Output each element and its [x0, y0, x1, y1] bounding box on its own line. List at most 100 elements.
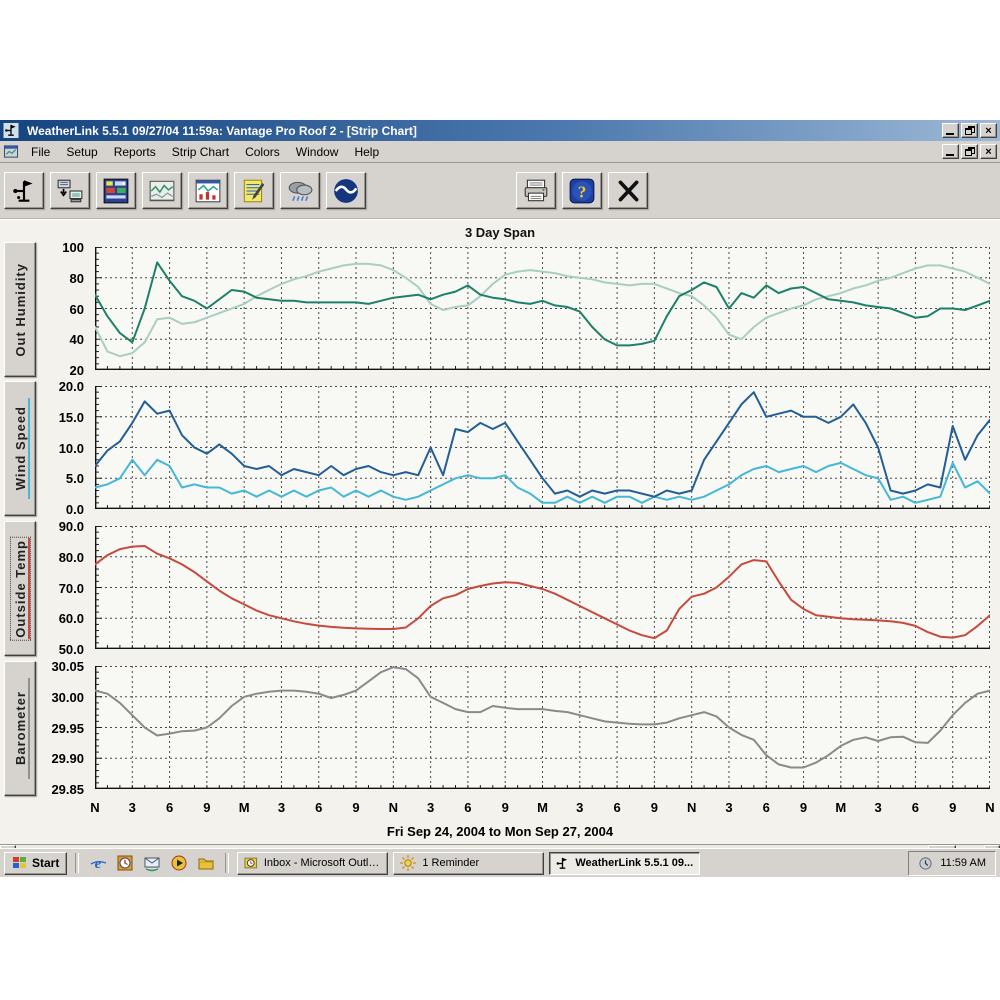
- tray-clock-icon[interactable]: [918, 856, 933, 871]
- help-button[interactable]: ?: [562, 172, 602, 209]
- x-tick-label: N: [90, 800, 99, 815]
- y-tick-label: 100: [36, 240, 84, 255]
- mdi-child-icon[interactable]: [3, 144, 20, 159]
- report-button[interactable]: [234, 172, 274, 209]
- menu-help[interactable]: Help: [346, 143, 387, 161]
- schedule-launcher[interactable]: [114, 852, 136, 874]
- y-tick-label: 15.0: [36, 410, 84, 425]
- start-label: Start: [32, 856, 59, 870]
- window-title: WeatherLink 5.5.1 09/27/04 11:59a: Vanta…: [27, 124, 938, 138]
- folder-icon: [197, 854, 215, 872]
- axis-button-outside-temp[interactable]: Outside Temp: [4, 521, 36, 656]
- y-tick-label: 29.95: [36, 721, 84, 736]
- y-tick-label: 0.0: [36, 502, 84, 517]
- y-tick-label: 29.90: [36, 751, 84, 766]
- minimize-button[interactable]: [942, 123, 959, 138]
- task-label: WeatherLink 5.5.1 09...: [575, 857, 693, 869]
- plot-icon: [194, 177, 222, 205]
- x-tick-label: M: [537, 800, 548, 815]
- mdi-close-button[interactable]: ×: [980, 144, 997, 159]
- print-button[interactable]: [516, 172, 556, 209]
- start-button[interactable]: Start: [4, 852, 67, 875]
- noaa-icon: [332, 177, 360, 205]
- y-tick-label: 60: [36, 302, 84, 317]
- plot-barometer[interactable]: [95, 666, 990, 789]
- taskbar-clock[interactable]: 11:59 AM: [940, 857, 986, 869]
- report-icon: [240, 177, 268, 205]
- folder-launcher[interactable]: [195, 852, 217, 874]
- plot-outside-temp[interactable]: [95, 526, 990, 649]
- x-tick-label: 3: [576, 800, 583, 815]
- noaa-button[interactable]: [326, 172, 366, 209]
- strip-chart-icon: [148, 177, 176, 205]
- x-tick-label: 9: [800, 800, 807, 815]
- y-axis-barometer: 30.0530.0029.9529.9029.85: [36, 666, 90, 789]
- y-tick-label: 70.0: [36, 581, 84, 596]
- x-tick-label: M: [239, 800, 250, 815]
- x-tick-label: 6: [464, 800, 471, 815]
- help-icon: ?: [568, 177, 596, 205]
- axis-underline: [28, 678, 30, 779]
- axis-button-out-humidity[interactable]: Out Humidity: [4, 242, 36, 377]
- task-reminder[interactable]: 1 Reminder: [393, 852, 544, 875]
- menu-reports[interactable]: Reports: [106, 143, 164, 161]
- internet-explorer-icon: e: [89, 854, 107, 872]
- axis-underline: [28, 398, 30, 499]
- menu-file[interactable]: File: [23, 143, 58, 161]
- weather-station-button[interactable]: [4, 172, 44, 209]
- bulletin-button[interactable]: [96, 172, 136, 209]
- menu-setup[interactable]: Setup: [58, 143, 105, 161]
- plot-button[interactable]: [188, 172, 228, 209]
- x-tick-label: 6: [763, 800, 770, 815]
- x-tick-label: 6: [166, 800, 173, 815]
- axis-button-barometer[interactable]: Barometer: [4, 661, 36, 796]
- mdi-minimize-button[interactable]: [942, 144, 959, 159]
- plot-out-humidity[interactable]: [95, 247, 990, 370]
- strip-chart-area: 3 Day Span Out Humidity 10080604020 Wind…: [0, 219, 1000, 844]
- axis-label: Barometer: [13, 691, 28, 765]
- x-tick-label: 3: [129, 800, 136, 815]
- close-x-icon: [614, 177, 642, 205]
- axis-button-wind-speed[interactable]: Wind Speed: [4, 381, 36, 516]
- download-icon: [56, 177, 84, 205]
- close-button[interactable]: ×: [980, 123, 997, 138]
- x-tick-label: 6: [912, 800, 919, 815]
- weather-cloud-button[interactable]: [280, 172, 320, 209]
- menu-strip-chart[interactable]: Strip Chart: [164, 143, 237, 161]
- panel-wind-speed: Wind Speed 20.015.010.05.00.0: [0, 386, 1000, 509]
- panel-out-humidity: Out Humidity 10080604020: [0, 247, 1000, 370]
- weatherlink-window: WeatherLink 5.5.1 09/27/04 11:59a: Vanta…: [0, 120, 1000, 849]
- weather-cloud-icon: [286, 177, 314, 205]
- media-player-launcher[interactable]: [168, 852, 190, 874]
- strip-chart-button[interactable]: [142, 172, 182, 209]
- download-button[interactable]: [50, 172, 90, 209]
- internet-explorer-launcher[interactable]: e: [87, 852, 109, 874]
- y-tick-label: 29.85: [36, 782, 84, 797]
- close-chart-button[interactable]: [608, 172, 648, 209]
- close-icon: ×: [985, 125, 991, 137]
- minimize-icon: [946, 133, 954, 135]
- taskbar-separator: [225, 853, 229, 873]
- taskbar: Start e Inbox - Microsoft Outlook 1 Remi…: [0, 848, 1000, 877]
- mdi-restore-button[interactable]: [961, 144, 978, 159]
- svg-text:e: e: [95, 856, 102, 872]
- x-tick-label: 9: [502, 800, 509, 815]
- task-weatherlink[interactable]: WeatherLink 5.5.1 09...: [549, 852, 700, 875]
- outlook-express-launcher[interactable]: [141, 852, 163, 874]
- task-inbox-outlook[interactable]: Inbox - Microsoft Outlook: [237, 852, 388, 875]
- x-axis-labels: N369M369N369M369N369M369N: [95, 800, 990, 816]
- x-tick-label: 9: [203, 800, 210, 815]
- menu-window[interactable]: Window: [288, 143, 347, 161]
- weatherlink-app-icon: [3, 123, 20, 138]
- x-tick-label: 3: [278, 800, 285, 815]
- outlook-express-icon: [143, 854, 161, 872]
- date-range-label: Fri Sep 24, 2004 to Mon Sep 27, 2004: [0, 824, 1000, 839]
- menu-colors[interactable]: Colors: [237, 143, 288, 161]
- plot-wind-speed[interactable]: [95, 386, 990, 509]
- system-tray: 11:59 AM: [908, 851, 996, 876]
- restore-button[interactable]: [961, 123, 978, 138]
- close-icon: ×: [985, 146, 991, 158]
- weatherlink-task-icon: [555, 856, 570, 871]
- reminder-icon: [399, 854, 417, 872]
- x-tick-label: 6: [315, 800, 322, 815]
